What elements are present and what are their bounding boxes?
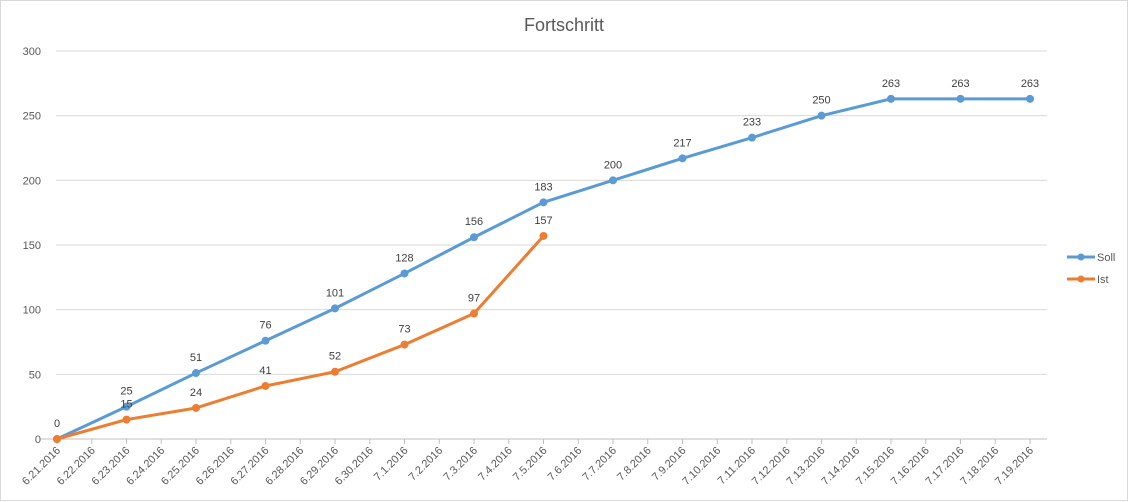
data-point [331, 367, 339, 376]
data-label: 97 [468, 293, 480, 305]
data-point [817, 111, 826, 120]
x-tick-label: 7.6.2016 [546, 445, 585, 484]
x-tick-label: 7.7.2016 [580, 445, 619, 484]
y-tick-label: 100 [23, 305, 41, 317]
series-line-ist [55, 234, 545, 441]
data-point [539, 231, 548, 240]
gridlines [56, 50, 1047, 375]
data-point [609, 176, 617, 185]
data-label: 73 [398, 324, 410, 336]
legend-label: Ist [1097, 274, 1109, 286]
x-tick-label: 7.8.2016 [615, 445, 654, 484]
data-label: 156 [465, 216, 483, 228]
data-point [678, 154, 687, 163]
legend-marker [1077, 275, 1085, 283]
data-label: 157 [534, 215, 552, 227]
legend-marker [1077, 253, 1085, 261]
data-point [470, 309, 478, 318]
data-point [748, 133, 756, 142]
data-point [1026, 94, 1034, 103]
y-tick-label: 200 [23, 175, 41, 187]
x-tick-label: 7.2.2016 [407, 445, 446, 484]
data-point [261, 336, 270, 345]
data-point [192, 403, 200, 412]
data-label: 183 [534, 181, 552, 193]
x-tick-label: 7.19.2016 [993, 445, 1036, 488]
y-tick-label: 250 [23, 111, 41, 123]
x-tick-label: 7.1.2016 [372, 445, 411, 484]
x-axis [41, 438, 1047, 444]
data-label: 101 [326, 287, 344, 299]
data-label: 52 [329, 351, 341, 363]
data-label: 25 [120, 386, 132, 398]
x-tick-label: 7.4.2016 [476, 445, 515, 484]
data-label: 0 [54, 418, 60, 430]
series-line-soll [55, 97, 1032, 441]
series-soll: 0 25 51 76 101 128 156 183 200 217 233 250 263 263 263 [53, 78, 1039, 443]
legend: Soll Ist [1067, 252, 1115, 286]
data-label: 128 [395, 252, 413, 264]
y-tick-label: 300 [23, 46, 41, 58]
y-tick-label: 0 [35, 434, 41, 446]
data-point [400, 340, 409, 349]
data-point [122, 402, 131, 411]
chart-title: Fortschritt [524, 15, 604, 35]
data-label: 24 [190, 387, 202, 399]
data-label: 200 [604, 159, 622, 171]
x-axis-ticks: 6.21.20166.22.20166.23.20166.24.20166.25… [20, 445, 1036, 488]
data-label: 250 [812, 95, 830, 107]
legend-item-ist: Ist [1067, 274, 1109, 286]
data-point [331, 304, 339, 313]
data-label: 233 [743, 117, 761, 129]
data-point [956, 94, 965, 103]
data-label: 51 [190, 352, 202, 364]
series-group: 0 25 51 76 101 128 156 183 200 217 233 250 263 263 263… [53, 78, 1039, 443]
data-label: 41 [259, 365, 271, 377]
x-tick-label: 7.5.2016 [511, 445, 550, 484]
data-point [122, 415, 131, 424]
data-point [887, 94, 895, 103]
data-label: 217 [673, 137, 691, 149]
y-tick-label: 150 [23, 240, 41, 252]
data-point [53, 435, 61, 443]
data-point [470, 233, 478, 242]
y-axis-ticks: 0 50 100 150 200 250 300 [23, 46, 41, 446]
x-tick-label: 6.30.2016 [333, 445, 376, 488]
series-ist: 15 24 41 52 73 97 157 [53, 215, 553, 443]
data-label: 76 [259, 320, 271, 332]
legend-label: Soll [1097, 252, 1115, 264]
y-tick-label: 50 [29, 369, 41, 381]
data-point [539, 198, 548, 207]
data-label: 263 [882, 78, 900, 90]
data-label: 263 [951, 78, 969, 90]
legend-item-soll: Soll [1067, 252, 1115, 264]
data-label: 15 [120, 399, 132, 411]
data-label: 263 [1021, 78, 1039, 90]
data-point [261, 381, 270, 390]
data-point [400, 269, 409, 278]
data-point [192, 369, 200, 378]
x-tick-label: 7.3.2016 [441, 445, 480, 484]
